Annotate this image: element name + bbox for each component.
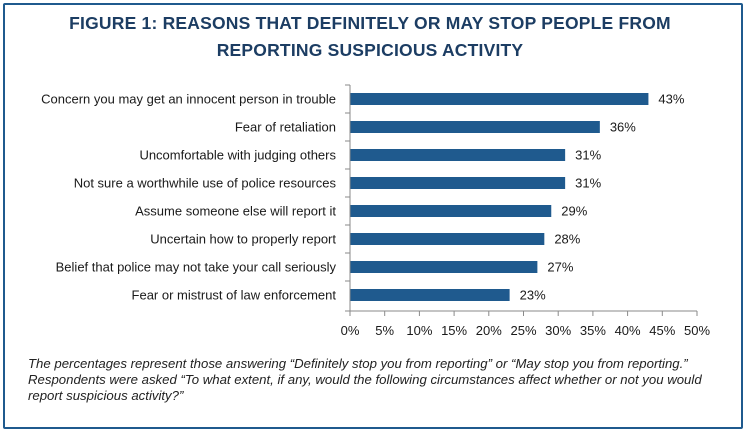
bar (350, 121, 600, 133)
x-tick-label: 50% (684, 323, 710, 338)
bar (350, 205, 552, 217)
value-label: 28% (554, 232, 580, 247)
x-tick-label: 30% (545, 323, 571, 338)
bar (350, 177, 566, 189)
category-label: Concern you may get an innocent person i… (41, 92, 336, 107)
x-tick-label: 35% (580, 323, 606, 338)
category-label: Uncomfortable with judging others (139, 148, 336, 163)
category-label: Fear or mistrust of law enforcement (132, 288, 337, 303)
x-tick-label: 45% (649, 323, 675, 338)
figure-note: The percentages represent those answerin… (28, 356, 702, 403)
value-label: 29% (561, 204, 587, 219)
category-label: Not sure a worthwhile use of police reso… (74, 176, 337, 191)
category-label: Uncertain how to properly report (150, 232, 336, 247)
category-label: Assume someone else will report it (135, 204, 336, 219)
x-tick-label: 15% (441, 323, 467, 338)
value-label: 23% (520, 288, 546, 303)
x-tick-label: 0% (341, 323, 360, 338)
category-label: Fear of retaliation (235, 120, 336, 135)
bar (350, 289, 510, 301)
value-label: 31% (575, 148, 601, 163)
value-label: 27% (547, 260, 573, 275)
figure-title: FIGURE 1: REASONS THAT DEFINITELY OR MAY… (69, 13, 671, 60)
x-tick-label: 5% (375, 323, 394, 338)
x-tick-label: 20% (476, 323, 502, 338)
value-label: 43% (658, 92, 684, 107)
bar (350, 261, 538, 273)
value-label: 36% (610, 120, 636, 135)
x-tick-label: 10% (406, 323, 432, 338)
bar (350, 149, 566, 161)
bar (350, 93, 649, 105)
bar (350, 233, 545, 245)
x-tick-label: 40% (615, 323, 641, 338)
value-label: 31% (575, 176, 601, 191)
category-label: Belief that police may not take your cal… (56, 260, 337, 275)
x-tick-label: 25% (510, 323, 536, 338)
